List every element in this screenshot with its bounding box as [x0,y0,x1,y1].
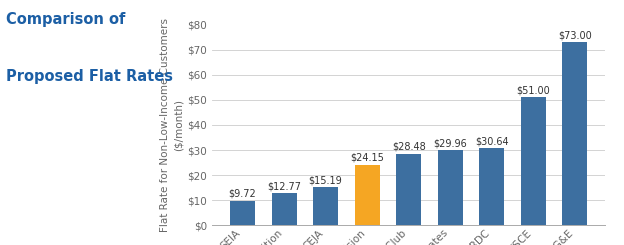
Bar [313,187,338,225]
Text: $73.00: $73.00 [558,30,592,40]
Bar [354,165,379,225]
Bar [271,193,296,225]
Text: $9.72: $9.72 [228,189,256,199]
Text: Comparison of: Comparison of [6,12,125,27]
Text: $51.00: $51.00 [517,85,550,95]
Text: $24.15: $24.15 [350,153,384,163]
Bar [396,154,421,225]
Bar [230,201,255,225]
Text: Proposed Flat Rates: Proposed Flat Rates [6,69,173,84]
Y-axis label: Flat Rate for Non-Low-Income Customers
($/month): Flat Rate for Non-Low-Income Customers (… [160,18,183,232]
Text: $15.19: $15.19 [309,175,343,185]
Bar [438,150,463,225]
Bar [479,148,504,225]
Text: $28.48: $28.48 [392,142,426,152]
Bar [562,42,587,225]
Bar [521,97,546,225]
Text: $30.64: $30.64 [475,136,509,147]
Text: $12.77: $12.77 [267,181,301,191]
Text: $29.96: $29.96 [434,138,467,148]
